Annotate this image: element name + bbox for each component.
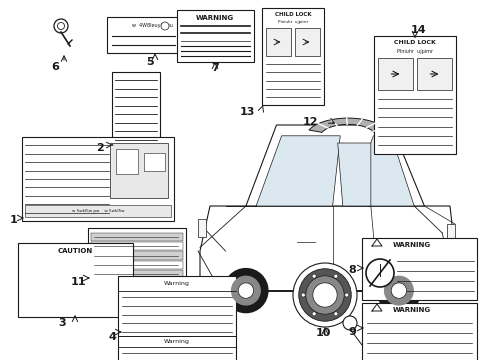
Bar xyxy=(25,205,171,217)
Text: 9: 9 xyxy=(347,327,355,337)
Circle shape xyxy=(238,283,253,298)
Text: CHILD LOCK: CHILD LOCK xyxy=(274,13,311,18)
Circle shape xyxy=(161,22,169,30)
Circle shape xyxy=(231,276,260,305)
Circle shape xyxy=(376,269,420,312)
Circle shape xyxy=(344,293,348,297)
Circle shape xyxy=(301,293,305,297)
Bar xyxy=(107,17,180,53)
Text: 5: 5 xyxy=(146,57,154,67)
Bar xyxy=(177,10,253,62)
Bar xyxy=(88,228,185,282)
Bar xyxy=(22,137,174,221)
Bar xyxy=(110,143,167,198)
Text: 13: 13 xyxy=(239,107,254,117)
Text: 8: 8 xyxy=(347,265,355,275)
Bar xyxy=(361,303,476,360)
Text: WARNING: WARNING xyxy=(392,242,430,248)
Bar xyxy=(143,153,164,171)
Text: 4: 4 xyxy=(108,332,116,342)
Circle shape xyxy=(58,22,64,30)
Circle shape xyxy=(333,274,337,278)
Bar xyxy=(118,276,236,360)
Text: 10: 10 xyxy=(315,328,330,338)
Circle shape xyxy=(54,19,68,33)
Circle shape xyxy=(384,276,412,305)
Bar xyxy=(91,251,183,260)
Polygon shape xyxy=(347,136,413,206)
Polygon shape xyxy=(337,143,370,206)
Circle shape xyxy=(292,263,356,327)
Circle shape xyxy=(224,269,267,312)
Text: Warning: Warning xyxy=(164,338,189,343)
Text: 6: 6 xyxy=(51,62,59,72)
Text: WARNING: WARNING xyxy=(392,307,430,313)
Text: w 5wkl5w pw    w 5wkl5w: w 5wkl5w pw w 5wkl5w xyxy=(72,209,124,213)
Circle shape xyxy=(342,316,356,330)
Bar xyxy=(416,58,451,90)
Text: 14: 14 xyxy=(409,25,425,35)
Bar xyxy=(262,8,324,105)
Circle shape xyxy=(333,312,337,316)
Text: CHILD LOCK: CHILD LOCK xyxy=(393,40,435,45)
Bar xyxy=(112,72,160,148)
Bar xyxy=(373,36,455,154)
Text: 12: 12 xyxy=(302,117,317,127)
Text: 2: 2 xyxy=(96,143,103,153)
Text: 3: 3 xyxy=(58,318,66,328)
Bar xyxy=(18,243,133,317)
Bar xyxy=(91,242,183,251)
Text: Plniuhr  ujpimr: Plniuhr ujpimr xyxy=(396,49,432,54)
Bar xyxy=(91,233,183,241)
Circle shape xyxy=(390,283,406,298)
Text: w  4W8leuy81eu: w 4W8leuy81eu xyxy=(132,23,173,28)
Circle shape xyxy=(365,259,393,287)
Polygon shape xyxy=(245,125,424,206)
Text: Warning: Warning xyxy=(164,282,189,287)
Bar xyxy=(446,224,454,242)
Bar xyxy=(91,270,183,278)
Bar xyxy=(377,58,412,90)
Circle shape xyxy=(311,312,315,316)
Text: 11: 11 xyxy=(70,277,85,287)
Bar xyxy=(265,28,290,56)
Text: 7: 7 xyxy=(211,63,219,73)
Polygon shape xyxy=(308,118,386,132)
Polygon shape xyxy=(256,136,340,206)
Text: CAUTION: CAUTION xyxy=(57,248,92,254)
Polygon shape xyxy=(200,206,454,291)
Circle shape xyxy=(312,283,336,307)
Bar xyxy=(294,28,319,56)
Text: Plniuhr  ujpimr: Plniuhr ujpimr xyxy=(277,20,307,24)
Text: WARNING: WARNING xyxy=(196,15,234,21)
Bar xyxy=(361,238,476,300)
Text: 1: 1 xyxy=(10,215,18,225)
Bar xyxy=(198,219,205,237)
Circle shape xyxy=(305,276,344,314)
Bar xyxy=(116,149,137,174)
Circle shape xyxy=(298,269,350,321)
Circle shape xyxy=(311,274,315,278)
Bar xyxy=(91,261,183,269)
